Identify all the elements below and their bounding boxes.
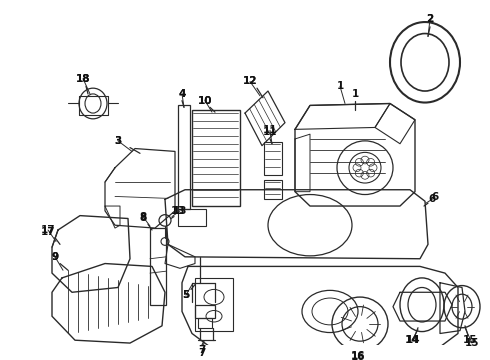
- Text: 1: 1: [336, 81, 343, 91]
- Text: 7: 7: [198, 345, 206, 355]
- Bar: [264, 142, 282, 175]
- Text: 9: 9: [51, 252, 59, 262]
- Text: 16: 16: [351, 352, 365, 360]
- Bar: [178, 209, 206, 226]
- Text: 12: 12: [243, 76, 257, 86]
- Text: 18: 18: [76, 73, 90, 84]
- Text: 2: 2: [426, 14, 434, 24]
- Text: 1: 1: [351, 89, 359, 99]
- Text: 11: 11: [263, 127, 277, 137]
- Bar: [150, 228, 166, 305]
- Text: 2: 2: [426, 14, 434, 24]
- Text: 17: 17: [41, 227, 55, 237]
- Text: 4: 4: [178, 89, 186, 99]
- Text: 10: 10: [198, 96, 212, 105]
- Text: 18: 18: [76, 73, 90, 84]
- Bar: [195, 278, 233, 330]
- Text: 4: 4: [178, 89, 186, 99]
- Text: 10: 10: [198, 96, 212, 105]
- Text: 13: 13: [173, 206, 187, 216]
- Text: 14: 14: [405, 335, 419, 345]
- Text: 5: 5: [182, 290, 190, 300]
- Bar: [198, 318, 212, 328]
- Bar: [195, 305, 215, 318]
- Text: 15: 15: [463, 335, 477, 345]
- Text: 8: 8: [139, 213, 147, 224]
- Text: 17: 17: [41, 225, 55, 235]
- Bar: [264, 180, 282, 199]
- Bar: [192, 110, 240, 206]
- Text: 14: 14: [406, 335, 420, 345]
- Text: 16: 16: [351, 351, 365, 360]
- Text: 15: 15: [465, 338, 479, 348]
- Text: 8: 8: [139, 212, 147, 221]
- Text: 6: 6: [428, 194, 436, 204]
- Text: 13: 13: [171, 206, 185, 216]
- Bar: [178, 105, 190, 209]
- Text: 7: 7: [198, 348, 206, 357]
- Text: 3: 3: [114, 136, 122, 146]
- Text: 3: 3: [114, 136, 122, 146]
- Text: 12: 12: [243, 76, 257, 86]
- Text: 11: 11: [263, 125, 277, 135]
- Text: 5: 5: [182, 290, 190, 300]
- Text: 9: 9: [51, 252, 59, 262]
- Text: 6: 6: [431, 192, 439, 202]
